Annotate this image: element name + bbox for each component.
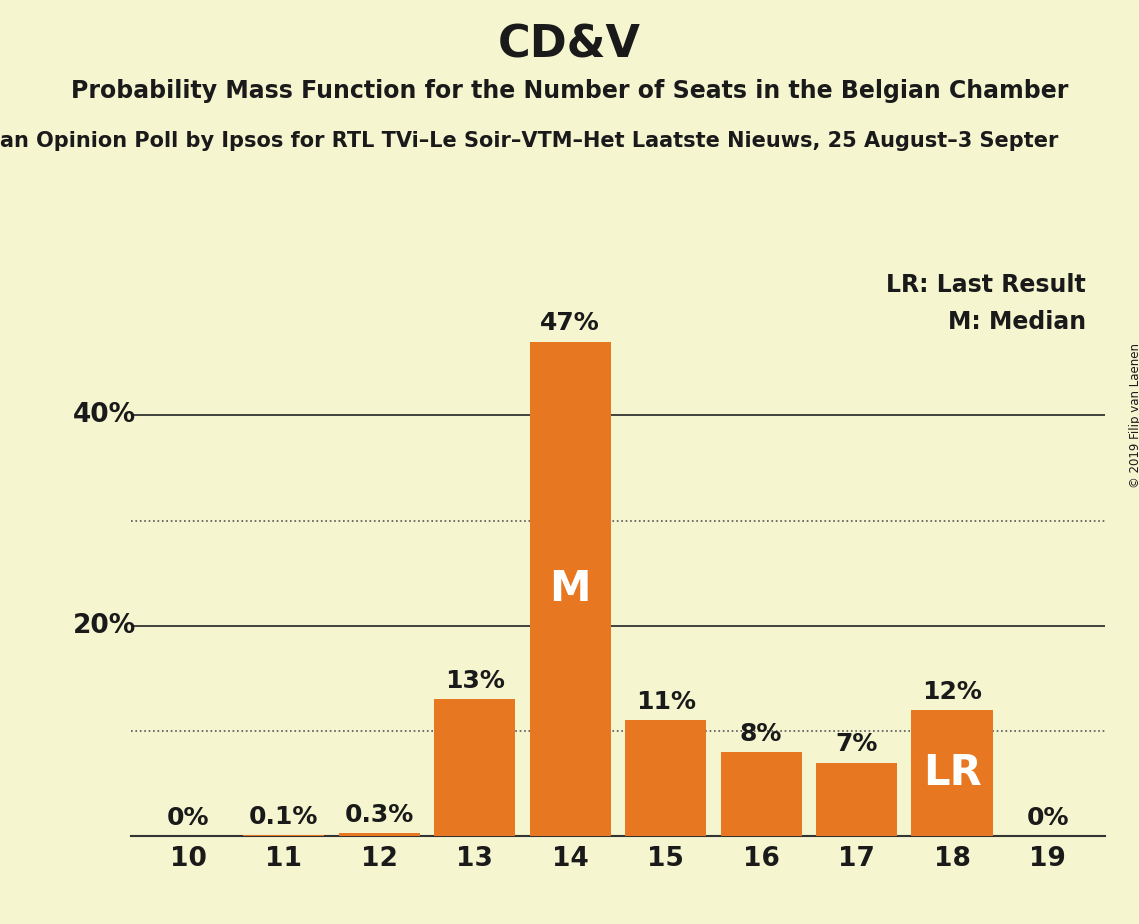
Text: 40%: 40% <box>73 402 136 429</box>
Text: M: Median: M: Median <box>948 310 1085 334</box>
Text: LR: Last Result: LR: Last Result <box>886 274 1085 298</box>
Text: 12%: 12% <box>923 680 982 704</box>
Bar <box>816 762 898 836</box>
Text: 0.3%: 0.3% <box>345 803 413 827</box>
Bar <box>530 342 611 836</box>
Bar <box>338 833 420 836</box>
Bar <box>243 835 325 836</box>
Text: 11%: 11% <box>636 690 696 714</box>
Text: 7%: 7% <box>835 732 878 756</box>
Text: 0%: 0% <box>167 806 210 830</box>
Text: M: M <box>549 568 591 610</box>
Text: 20%: 20% <box>73 613 136 638</box>
Text: 0.1%: 0.1% <box>249 805 319 829</box>
Text: LR: LR <box>923 752 982 794</box>
Text: 47%: 47% <box>540 311 600 335</box>
Text: 13%: 13% <box>444 669 505 693</box>
Text: Probability Mass Function for the Number of Seats in the Belgian Chamber: Probability Mass Function for the Number… <box>71 79 1068 103</box>
Text: 8%: 8% <box>740 722 782 746</box>
Bar <box>721 752 802 836</box>
Text: © 2019 Filip van Laenen: © 2019 Filip van Laenen <box>1129 344 1139 488</box>
Text: 0%: 0% <box>1026 806 1068 830</box>
Bar <box>625 721 706 836</box>
Text: CD&V: CD&V <box>498 23 641 67</box>
Bar <box>434 699 515 836</box>
Text: an Opinion Poll by Ipsos for RTL TVi–Le Soir–VTM–Het Laatste Nieuws, 25 August–3: an Opinion Poll by Ipsos for RTL TVi–Le … <box>0 131 1058 152</box>
Bar <box>911 710 993 836</box>
